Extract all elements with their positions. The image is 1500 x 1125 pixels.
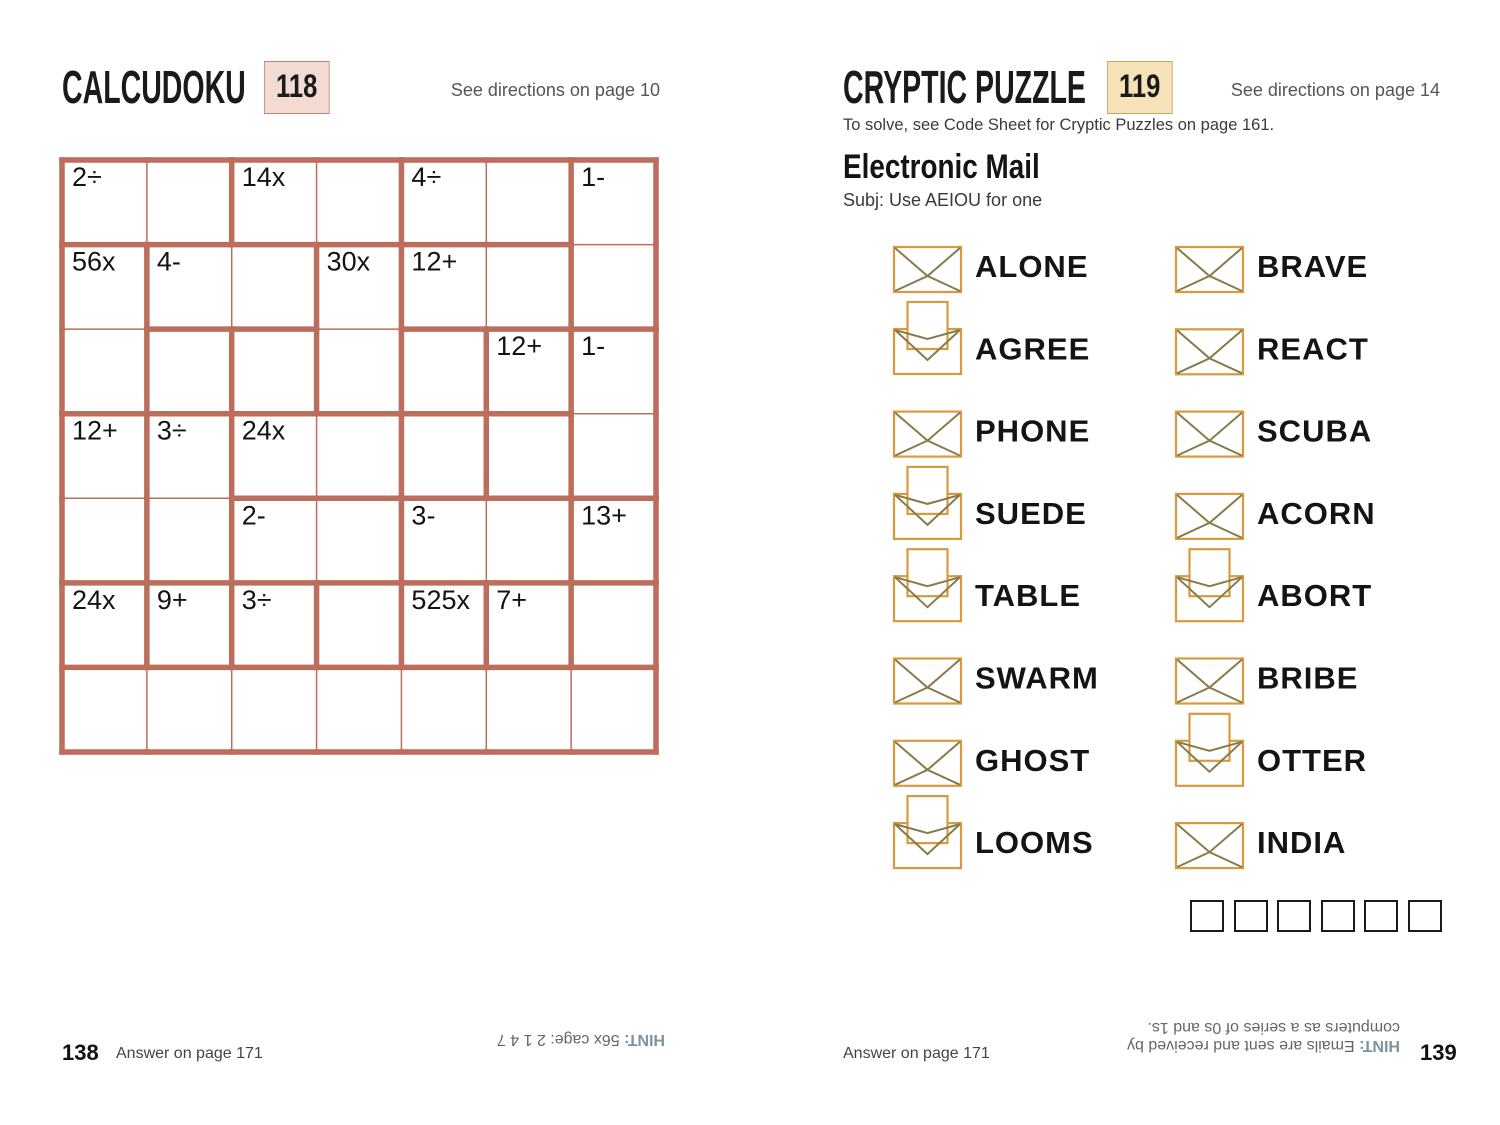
svg-text:7+: 7+: [496, 585, 527, 615]
svg-text:12+: 12+: [411, 247, 457, 277]
svg-text:4÷: 4÷: [411, 162, 441, 192]
svg-text:1-: 1-: [581, 162, 605, 192]
svg-text:13+: 13+: [581, 500, 627, 530]
svg-text:30x: 30x: [327, 247, 371, 277]
svg-text:12+: 12+: [72, 416, 118, 446]
svg-text:3÷: 3÷: [242, 585, 272, 615]
svg-text:56x: 56x: [72, 247, 116, 277]
svg-text:3-: 3-: [411, 500, 435, 530]
svg-text:4-: 4-: [157, 247, 181, 277]
svg-text:24x: 24x: [72, 585, 116, 615]
svg-text:12+: 12+: [496, 331, 542, 361]
svg-text:1-: 1-: [581, 331, 605, 361]
svg-text:2÷: 2÷: [72, 162, 102, 192]
svg-text:9+: 9+: [157, 585, 188, 615]
svg-text:525x: 525x: [411, 585, 470, 615]
svg-text:3÷: 3÷: [157, 416, 187, 446]
svg-text:14x: 14x: [242, 162, 286, 192]
svg-text:2-: 2-: [242, 500, 266, 530]
svg-text:24x: 24x: [242, 416, 286, 446]
